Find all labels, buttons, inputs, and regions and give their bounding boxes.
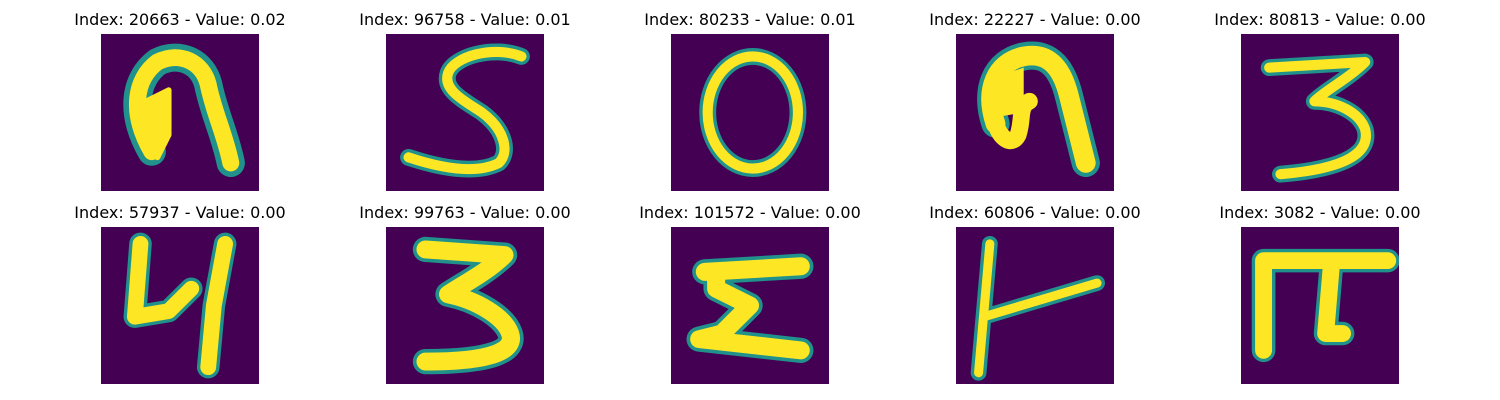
- panel-9: Index: 60806 - Value: 0.00: [929, 203, 1141, 384]
- panel-title: Index: 22227 - Value: 0.00: [929, 10, 1141, 29]
- digit-4-icon: [101, 227, 259, 384]
- stroke-t-icon: [956, 227, 1114, 384]
- panel-5: Index: 80813 - Value: 0.00: [1214, 10, 1426, 191]
- digit-5-icon: [386, 34, 544, 191]
- panel-title: Index: 101572 - Value: 0.00: [639, 203, 861, 222]
- digit-0-icon: [671, 34, 829, 191]
- digit-3-icon: [1241, 34, 1399, 191]
- panel-1: Index: 20663 - Value: 0.02: [74, 10, 286, 191]
- panel-3: Index: 80233 - Value: 0.01: [644, 10, 856, 191]
- pi-shape-icon: [1241, 227, 1399, 384]
- panel-title: Index: 96758 - Value: 0.01: [359, 10, 571, 29]
- panel-2: Index: 96758 - Value: 0.01: [359, 10, 571, 191]
- panel-8: Index: 101572 - Value: 0.00: [639, 203, 861, 384]
- panel-6: Index: 57937 - Value: 0.00: [74, 203, 286, 384]
- digit-5-sharp-icon: [671, 227, 829, 384]
- panel-title: Index: 60806 - Value: 0.00: [929, 203, 1141, 222]
- panel-title: Index: 80233 - Value: 0.01: [644, 10, 856, 29]
- panel-7: Index: 99763 - Value: 0.00: [359, 203, 571, 384]
- arch-filled-icon: [101, 34, 259, 191]
- panel-title: Index: 3082 - Value: 0.00: [1219, 203, 1421, 222]
- digit-3-bold-icon: [386, 227, 544, 384]
- panel-title: Index: 80813 - Value: 0.00: [1214, 10, 1426, 29]
- panel-10: Index: 3082 - Value: 0.00: [1219, 203, 1421, 384]
- arch-curl-icon: [956, 34, 1114, 191]
- panel-4: Index: 22227 - Value: 0.00: [929, 10, 1141, 191]
- panel-title: Index: 20663 - Value: 0.02: [74, 10, 286, 29]
- panel-title: Index: 57937 - Value: 0.00: [74, 203, 286, 222]
- panel-title: Index: 99763 - Value: 0.00: [359, 203, 571, 222]
